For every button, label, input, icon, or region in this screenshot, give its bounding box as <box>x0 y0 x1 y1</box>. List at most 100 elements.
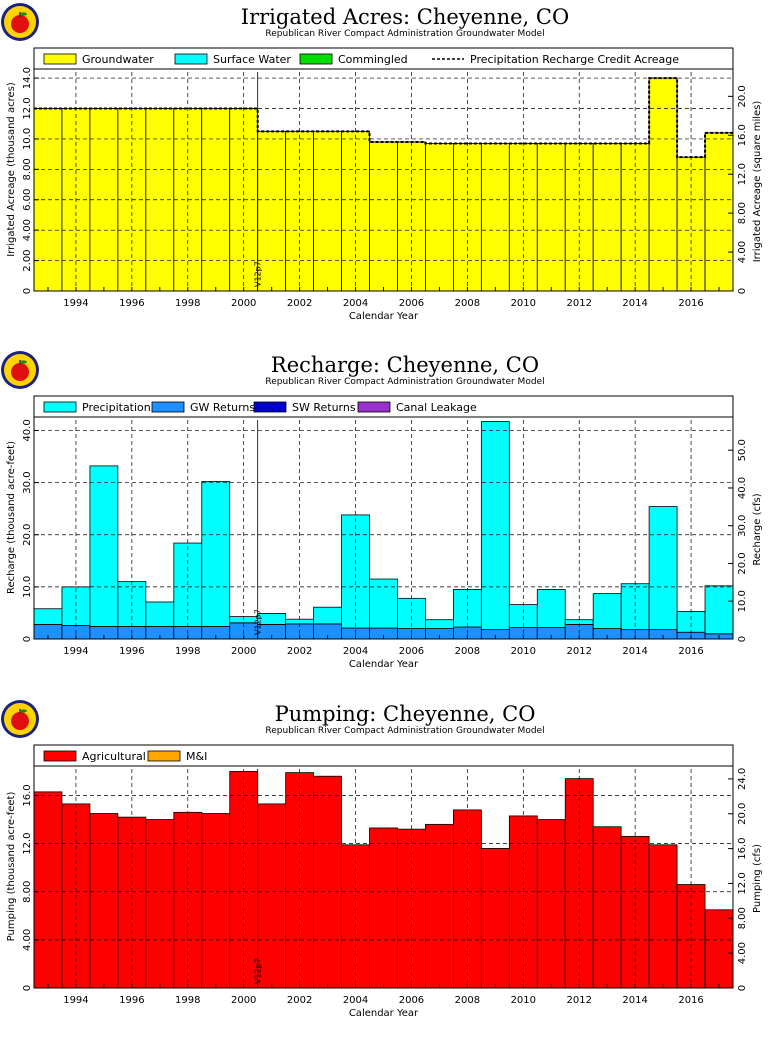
y-tick-label: 10.0 <box>22 128 33 150</box>
x-tick-label: 2014 <box>622 995 647 1006</box>
y2-tick-label: 0 <box>737 288 748 294</box>
chart-subtitle: Republican River Compact Administration … <box>265 726 544 736</box>
chart-panel: Pumping: Cheyenne, CO Republican River Co… <box>0 697 768 1042</box>
y-tick-label: 2.00 <box>22 249 33 271</box>
x-axis-label: Calendar Year <box>349 659 419 670</box>
y2-tick-label: 16.0 <box>737 124 748 146</box>
y-tick-label: 12.0 <box>22 97 33 119</box>
bar-agricultural <box>201 813 231 989</box>
bar-precipitation <box>313 606 342 625</box>
legend-label: Precipitation <box>82 401 151 414</box>
x-tick-label: 1996 <box>119 298 144 309</box>
x-tick-label: 2006 <box>399 995 424 1006</box>
bar-precipitation <box>33 608 63 625</box>
bar-agricultural <box>33 791 63 989</box>
bar-groundwater <box>480 143 510 292</box>
y-tick-label: 0 <box>22 985 33 991</box>
x-tick-label: 2008 <box>455 995 480 1006</box>
chart-subtitle: Republican River Compact Administration … <box>265 29 544 39</box>
x-tick-label: 2010 <box>511 646 536 657</box>
legend-swatch <box>151 401 185 413</box>
x-tick-label: 2004 <box>343 995 368 1006</box>
legend-label: Canal Leakage <box>396 401 477 414</box>
y2-tick-label: 10.0 <box>737 590 748 612</box>
y-tick-label: 20.0 <box>22 524 33 546</box>
logo-stem <box>19 360 21 365</box>
bar-precipitation <box>480 421 510 631</box>
y-tick-label: 0 <box>22 636 33 642</box>
y-tick-label: 8.00 <box>22 881 33 903</box>
x-tick-label: 2016 <box>678 995 703 1006</box>
chart-title: Irrigated Acres: Cheyenne, CO <box>241 5 569 29</box>
y2-tick-label: 24.0 <box>737 768 748 790</box>
x-tick-label: 1994 <box>63 995 88 1006</box>
x-tick-label: 2006 <box>399 646 424 657</box>
x-tick-label: 1998 <box>175 646 200 657</box>
y2-tick-label: 12.0 <box>737 163 748 185</box>
bar-agricultural <box>676 884 706 989</box>
y-tick-label: 6.00 <box>22 189 33 211</box>
bar-groundwater <box>508 143 538 292</box>
y2-tick-label: 4.00 <box>737 942 748 964</box>
legend-swatch <box>357 401 391 413</box>
legend-swatch <box>43 53 77 65</box>
y-tick-label: 16.0 <box>22 784 33 806</box>
bar-precipitation <box>369 578 398 629</box>
x-axis-label: Calendar Year <box>349 311 419 322</box>
x-tick-label: 2016 <box>678 298 703 309</box>
bar-precipitation <box>145 601 175 627</box>
legend-label: Groundwater <box>82 53 154 66</box>
version-marker-label: V12p7 <box>254 609 263 635</box>
chart-title: Recharge: Cheyenne, CO <box>271 353 539 377</box>
version-marker-label: V12p7 <box>254 261 263 287</box>
legend-swatch <box>174 53 208 65</box>
x-tick-label: 2010 <box>511 298 536 309</box>
x-tick-label: 2012 <box>566 995 591 1006</box>
x-tick-label: 2010 <box>511 995 536 1006</box>
bar-groundwater <box>425 143 454 292</box>
y-tick-label: 14.0 <box>22 67 33 89</box>
y-tick-label: 4.00 <box>22 219 33 241</box>
y2-tick-label: 12.0 <box>737 872 748 894</box>
bar-agricultural <box>592 826 622 989</box>
y2-tick-label: 4.00 <box>737 241 748 263</box>
y-tick-label: 12.0 <box>22 832 33 854</box>
y2-tick-label: 20.0 <box>737 552 748 574</box>
bar-agricultural <box>704 909 734 989</box>
bar-groundwater <box>313 130 342 292</box>
bar-precipitation <box>425 619 454 629</box>
bar-agricultural <box>313 775 342 989</box>
logo-apple <box>11 712 29 730</box>
x-tick-label: 1996 <box>119 646 144 657</box>
x-tick-label: 2002 <box>287 646 312 657</box>
x-tick-label: 2006 <box>399 298 424 309</box>
bar-agricultural <box>89 813 119 989</box>
logo-apple <box>11 363 29 381</box>
logo-leaf <box>20 12 27 16</box>
y-tick-label: 0 <box>22 288 33 294</box>
bar-groundwater <box>285 130 315 292</box>
legend-swatch <box>43 401 77 413</box>
logo-leaf <box>20 709 27 713</box>
legend-swatch <box>43 750 77 762</box>
bar-agricultural <box>397 828 426 989</box>
version-marker-label: V12p7 <box>254 958 263 984</box>
bar-agricultural <box>229 771 259 989</box>
bar-agricultural <box>145 819 175 989</box>
bar-precipitation <box>536 589 566 628</box>
x-tick-label: 2002 <box>287 298 312 309</box>
legend-label: SW Returns <box>292 401 356 414</box>
bar-groundwater <box>564 143 594 292</box>
chart-svg: Irrigated Acres: Cheyenne, CORepublican … <box>1 3 763 322</box>
bar-precipitation <box>89 465 119 627</box>
logo-leaf <box>20 360 27 364</box>
y2-tick-label: 20.0 <box>737 803 748 825</box>
x-tick-label: 2016 <box>678 646 703 657</box>
y-axis-label: Recharge (thousand acre-feet) <box>6 441 17 594</box>
bar-agricultural <box>480 848 510 989</box>
logo-stem <box>19 709 21 714</box>
x-tick-label: 1998 <box>175 298 200 309</box>
x-tick-label: 2000 <box>231 995 256 1006</box>
bar-groundwater <box>341 130 370 292</box>
